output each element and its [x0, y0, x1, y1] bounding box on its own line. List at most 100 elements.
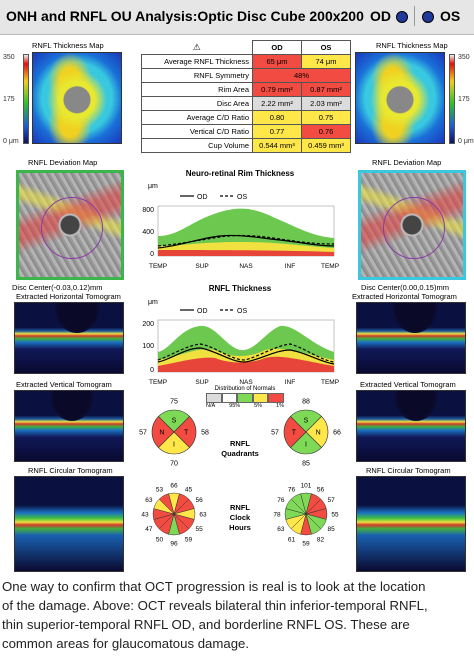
param-value-od: 0.79 mm²: [252, 82, 302, 97]
os-circular-tomogram: [356, 476, 466, 572]
rim-os-line: [157, 234, 335, 247]
warning-icon-cell: ⚠: [141, 40, 253, 55]
od-clock-sector: [158, 493, 175, 515]
report-title: ONH and RNFL OU Analysis:Optic Disc Cube…: [6, 8, 364, 24]
os-quadrant-letter-N: N: [316, 430, 321, 437]
rim-normal-red-band: [158, 250, 334, 256]
swatch-na: [206, 393, 222, 403]
caption-line-4: common areas for glaucomatous damage.: [2, 636, 250, 651]
od-circular-tomogram-label: RNFL Circular Tomogram: [28, 466, 113, 475]
param-row: Average RNFL Thickness 65 μm 74 μm: [141, 54, 351, 69]
center-charts-svg: Neuro-retinal Rim Thickness μm OD OS 800…: [142, 169, 339, 386]
od-quadrant-value-S: 75: [170, 399, 178, 406]
od-quadrant-value-N: 57: [139, 430, 147, 437]
param-row: Vertical C/D Ratio 0.77 0.76: [141, 124, 351, 139]
legend-label-95: 95%: [229, 403, 241, 409]
od-clock-value: 50: [156, 537, 164, 544]
swatch-white: [221, 393, 238, 403]
os-quadrant-letter-I: I: [305, 442, 307, 449]
legend-label-5: 5%: [254, 403, 263, 409]
param-label: Average RNFL Thickness: [141, 54, 253, 69]
os-clock-value: 76: [288, 486, 296, 493]
od-thickness-map-image: [32, 52, 122, 144]
param-value-os: 0.87 mm²: [301, 82, 351, 97]
param-row: RNFL Symmetry 48%: [141, 68, 351, 83]
os-thickness-map-image: [355, 52, 445, 144]
rim-ytick-400: 400: [142, 229, 154, 236]
os-quadrant-letter-S: S: [304, 417, 309, 424]
normative-legend-labels: N/A 95% 5% 1%: [206, 403, 284, 409]
quadrants-label-2: Quadrants: [221, 449, 259, 458]
title-divider: [414, 6, 415, 26]
rim-xtick-temp1: TEMP: [149, 263, 167, 270]
os-clock-value: 101: [301, 483, 312, 490]
legend-label-na: N/A: [206, 403, 216, 409]
od-disc-center: Disc Center(-0.03,0.12)mm: [12, 283, 103, 292]
table-header-os: OS: [301, 40, 351, 55]
os-quadrant-T: [283, 416, 307, 448]
rnfl-xtick-nas: NAS: [239, 379, 253, 386]
od-quadrant-value-T: 58: [201, 430, 209, 437]
os-horizontal-cup: [393, 303, 437, 333]
os-clock-value: 55: [331, 512, 339, 519]
rnfl-xtick-sup: SUP: [195, 379, 208, 386]
od-quadrant-I: [158, 431, 190, 455]
od-quadrant-N: [151, 416, 175, 448]
os-quadrant-value-T: 57: [271, 430, 279, 437]
od-vertical-cup: [51, 391, 93, 421]
param-label: Average C/D Ratio: [141, 110, 253, 125]
od-clock-value: 45: [185, 486, 193, 493]
rim-ytick-0: 0: [150, 251, 154, 258]
od-quadrant-S: [158, 409, 190, 433]
caption-line-2: of the damage. Above: OCT reveals bilate…: [2, 598, 428, 613]
os-thickness-color-scale: [449, 54, 455, 144]
od-quadrant-chart: S 75 T 58 I 70 N 57: [139, 399, 209, 468]
od-horizontal-tomogram-label: Extracted Horizontal Tomogram: [16, 292, 121, 301]
param-label: RNFL Symmetry: [141, 68, 253, 83]
os-disc-center: Disc Center(0.00,0.15)mm: [361, 283, 449, 292]
os-circular-tomogram-label: RNFL Circular Tomogram: [366, 466, 451, 475]
os-clock-value: 63: [277, 526, 285, 533]
od-deviation-map-label: RNFL Deviation Map: [28, 158, 98, 167]
od-thickness-map-label: RNFL Thickness Map: [32, 41, 104, 50]
scale-tick-bottom: 0 μm: [3, 138, 19, 145]
os-measurement-circle: [383, 197, 445, 259]
os-horizontal-tomogram: [356, 302, 466, 374]
rnfl-ytick-100: 100: [142, 343, 154, 350]
rim-legend-os: OS: [237, 194, 247, 201]
os-clock-value: 57: [327, 497, 335, 504]
normative-legend-swatches: [206, 393, 284, 403]
od-quadrant-letter-N: N: [159, 430, 164, 437]
caption-line-1: One way to confirm that OCT progression …: [2, 579, 426, 594]
param-value-od: 65 μm: [252, 54, 302, 69]
rnfl-xtick-inf: INF: [285, 379, 296, 386]
title-bar: ONH and RNFL OU Analysis:Optic Disc Cube…: [0, 0, 474, 35]
rnfl-legend-os: OS: [237, 308, 247, 315]
od-eye-icon: [396, 11, 408, 23]
param-row: Average C/D Ratio 0.80 0.75: [141, 110, 351, 125]
param-value-os: 0.76: [301, 124, 351, 139]
os-vertical-cup: [395, 391, 437, 421]
od-deviation-map-image: [16, 170, 124, 280]
clock-label-1: RNFL: [230, 503, 250, 512]
param-label: Vertical C/D Ratio: [141, 124, 253, 139]
param-value-os: 74 μm: [301, 54, 351, 69]
param-value-od: 0.544 mm³: [252, 138, 302, 153]
rim-legend-od: OD: [197, 194, 208, 201]
rnfl-chart-title: RNFL Thickness: [209, 284, 272, 293]
os-thickness-map-label: RNFL Thickness Map: [376, 41, 448, 50]
os-clock-value: 85: [327, 526, 335, 533]
param-row: Rim Area 0.79 mm² 0.87 mm²: [141, 82, 351, 97]
normative-legend-title: Distribution of Normals: [214, 386, 276, 392]
os-quadrant-N: [305, 416, 329, 448]
od-clock-value: 63: [199, 512, 207, 519]
param-label: Disc Area: [141, 96, 253, 111]
os-clock-value: 56: [317, 486, 325, 493]
parameter-table: ⚠ OD OS Average RNFL Thickness 65 μm 74 μm…: [141, 40, 351, 153]
os-clock-value: 61: [288, 537, 296, 544]
normative-legend: Distribution of Normals N/A 95% 5% 1%: [206, 386, 284, 409]
rim-xtick-sup: SUP: [195, 263, 208, 270]
legend-label-1: 1%: [276, 403, 284, 409]
